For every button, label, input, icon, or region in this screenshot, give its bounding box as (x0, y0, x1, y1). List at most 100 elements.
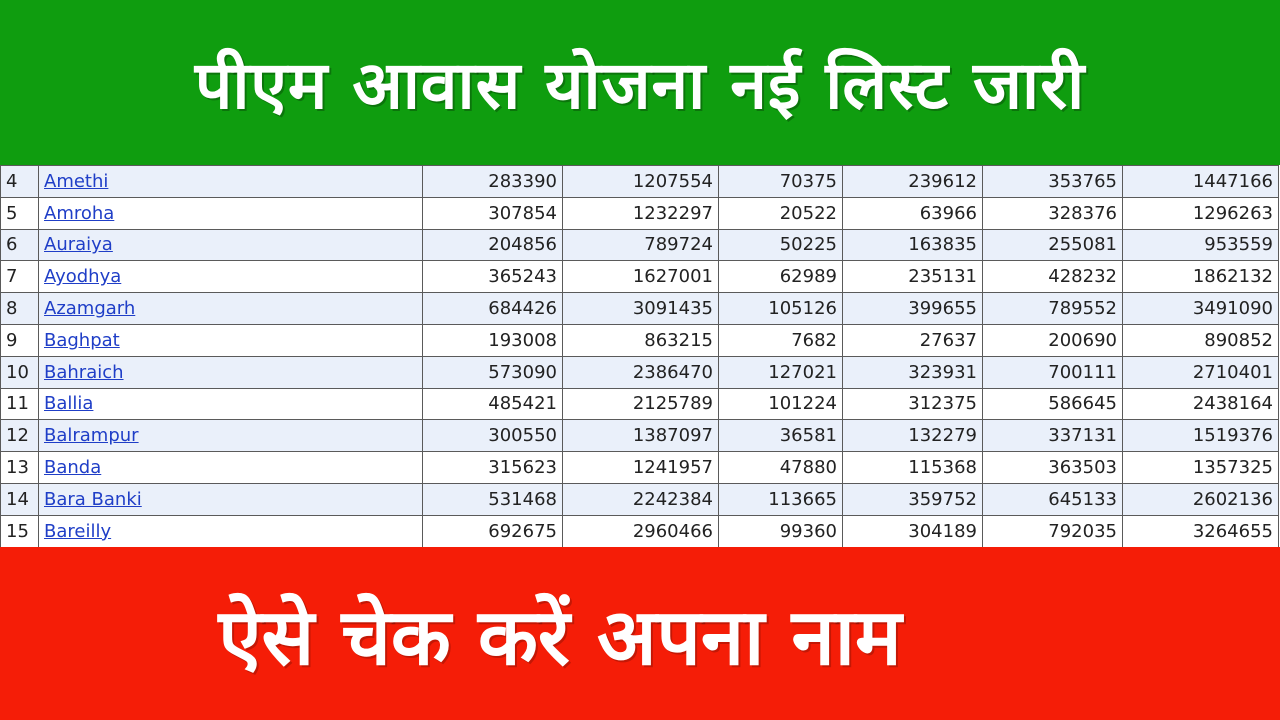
table-row: 8 Azamgarh 684426 3091435 105126 399655 789552… (0, 292, 1279, 325)
value-cell: 485421 (422, 387, 563, 421)
table-row: 6 Auraiya 204856 789724 50225 163835 255081 953… (0, 228, 1279, 262)
value-cell: 645133 (982, 482, 1123, 516)
serial-number-cell: 4 (0, 165, 39, 198)
value-cell: 1862132 (1122, 260, 1279, 294)
value-cell: 105126 (718, 292, 843, 325)
value-cell: 3491090 (1122, 292, 1279, 325)
serial-number-cell: 5 (0, 196, 39, 230)
value-cell: 27637 (842, 323, 983, 357)
value-cell: 428232 (982, 260, 1123, 294)
value-cell: 1447166 (1122, 165, 1279, 198)
value-cell: 283390 (422, 165, 563, 198)
serial-number-cell: 11 (0, 387, 39, 421)
value-cell: 63966 (842, 196, 983, 230)
serial-number-cell: 9 (0, 323, 39, 357)
serial-number-cell: 6 (0, 228, 39, 262)
value-cell: 1232297 (562, 196, 719, 230)
table-body: 4 Amethi 283390 1207554 70375 239612 353765 144… (0, 165, 1279, 547)
value-cell: 2960466 (562, 514, 719, 547)
serial-number-cell: 15 (0, 514, 39, 547)
value-cell: 163835 (842, 228, 983, 262)
value-cell: 2710401 (1122, 355, 1279, 389)
value-cell: 1296263 (1122, 196, 1279, 230)
value-cell: 70375 (718, 165, 843, 198)
table-row: 4 Amethi 283390 1207554 70375 239612 353765 144… (0, 165, 1279, 198)
value-cell: 2242384 (562, 482, 719, 516)
district-link[interactable]: Banda (44, 457, 102, 479)
district-name-cell: Amroha (38, 196, 423, 230)
serial-number-cell: 14 (0, 482, 39, 516)
value-cell: 573090 (422, 355, 563, 389)
district-link[interactable]: Ayodhya (44, 266, 122, 288)
value-cell: 359752 (842, 482, 983, 516)
value-cell: 863215 (562, 323, 719, 357)
value-cell: 300550 (422, 419, 563, 453)
table-row: 11 Ballia 485421 2125789 101224 312375 586645 2… (0, 387, 1279, 421)
district-link[interactable]: Ballia (44, 393, 94, 415)
district-link[interactable]: Auraiya (44, 234, 113, 256)
value-cell: 50225 (718, 228, 843, 262)
value-cell: 789724 (562, 228, 719, 262)
value-cell: 312375 (842, 387, 983, 421)
value-cell: 204856 (422, 228, 563, 262)
district-link[interactable]: Balrampur (44, 425, 139, 447)
value-cell: 2386470 (562, 355, 719, 389)
value-cell: 2602136 (1122, 482, 1279, 516)
district-name-cell: Ayodhya (38, 260, 423, 294)
value-cell: 365243 (422, 260, 563, 294)
value-cell: 115368 (842, 451, 983, 484)
serial-number-cell: 13 (0, 451, 39, 484)
table-row: 14 Bara Banki 531468 2242384 113665 359752 645… (0, 482, 1279, 516)
district-link[interactable]: Azamgarh (44, 298, 136, 320)
value-cell: 99360 (718, 514, 843, 547)
value-cell: 890852 (1122, 323, 1279, 357)
table-row: 10 Bahraich 573090 2386470 127021 323931 70011… (0, 355, 1279, 389)
value-cell: 101224 (718, 387, 843, 421)
value-cell: 62989 (718, 260, 843, 294)
table-row: 5 Amroha 307854 1232297 20522 63966 328376 1296… (0, 196, 1279, 230)
value-cell: 193008 (422, 323, 563, 357)
value-cell: 363503 (982, 451, 1123, 484)
value-cell: 792035 (982, 514, 1123, 547)
value-cell: 353765 (982, 165, 1123, 198)
value-cell: 239612 (842, 165, 983, 198)
table-row: 15 Bareilly 692675 2960466 99360 304189 792035… (0, 514, 1279, 547)
district-link[interactable]: Bareilly (44, 520, 112, 542)
district-name-cell: Azamgarh (38, 292, 423, 325)
district-link[interactable]: Amroha (44, 202, 115, 224)
value-cell: 328376 (982, 196, 1123, 230)
value-cell: 20522 (718, 196, 843, 230)
district-link[interactable]: Baghpat (44, 329, 120, 351)
footer-banner: ऐसे चेक करें अपना नाम (0, 547, 1280, 720)
table-row: 12 Balrampur 300550 1387097 36581 132279 33713… (0, 419, 1279, 453)
value-cell: 307854 (422, 196, 563, 230)
value-cell: 953559 (1122, 228, 1279, 262)
district-table-container: 4 Amethi 283390 1207554 70375 239612 353765 144… (0, 165, 1280, 547)
value-cell: 1207554 (562, 165, 719, 198)
district-name-cell: Bara Banki (38, 482, 423, 516)
district-link[interactable]: Bahraich (44, 361, 124, 383)
value-cell: 692675 (422, 514, 563, 547)
value-cell: 1519376 (1122, 419, 1279, 453)
value-cell: 315623 (422, 451, 563, 484)
value-cell: 113665 (718, 482, 843, 516)
value-cell: 127021 (718, 355, 843, 389)
header-banner: पीएम आवास योजना नई लिस्ट जारी (0, 0, 1280, 165)
value-cell: 1241957 (562, 451, 719, 484)
footer-title: ऐसे चेक करें अपना नाम (218, 592, 902, 683)
district-link[interactable]: Amethi (44, 170, 109, 192)
value-cell: 200690 (982, 323, 1123, 357)
value-cell: 3091435 (562, 292, 719, 325)
table-row: 9 Baghpat 193008 863215 7682 27637 200690 89085… (0, 323, 1279, 357)
value-cell: 531468 (422, 482, 563, 516)
value-cell: 36581 (718, 419, 843, 453)
serial-number-cell: 8 (0, 292, 39, 325)
value-cell: 47880 (718, 451, 843, 484)
value-cell: 700111 (982, 355, 1123, 389)
district-link[interactable]: Bara Banki (44, 488, 142, 510)
district-name-cell: Bahraich (38, 355, 423, 389)
value-cell: 399655 (842, 292, 983, 325)
value-cell: 586645 (982, 387, 1123, 421)
serial-number-cell: 12 (0, 419, 39, 453)
district-name-cell: Banda (38, 451, 423, 484)
